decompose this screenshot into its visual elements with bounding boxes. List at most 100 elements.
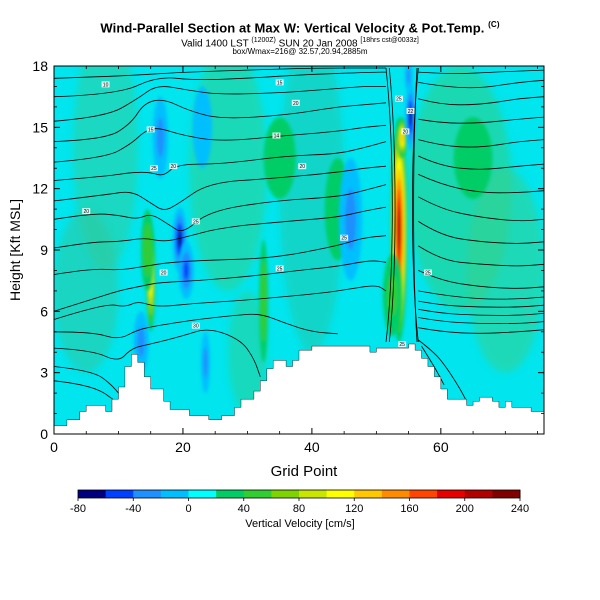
colorbar-swatch <box>299 490 328 498</box>
isentrope-line <box>418 339 467 402</box>
forecast-info: [18hrs cst@0033z] <box>360 37 419 44</box>
velocity-feature-downdraft <box>404 66 413 93</box>
x-axis-label: Grid Point <box>271 463 339 480</box>
colorbar-swatch <box>105 490 134 498</box>
isentrope-label-text: 20 <box>299 164 305 170</box>
isentrope-label-text: 25 <box>151 166 157 172</box>
velocity-contour <box>463 137 483 179</box>
isentrope-label-text: 30 <box>193 324 199 330</box>
isentrope-label: 20 <box>82 208 91 215</box>
colorbar-swatch <box>243 490 272 498</box>
isentrope-label-box <box>401 128 410 135</box>
y-tick-label: 9 <box>40 242 48 258</box>
colorbar-swatch <box>381 490 410 498</box>
isentrope-label-box <box>149 165 158 172</box>
velocity-feature-updraft <box>453 117 493 199</box>
isentrope-line <box>418 221 544 244</box>
isentrope-label-text: 25 <box>277 266 283 272</box>
isentrope-label-box <box>146 126 155 133</box>
isentrope-label-text: 10 <box>103 82 109 88</box>
isentrope-line <box>54 184 387 232</box>
velocity-contour <box>183 260 189 280</box>
chart-title-text: Wind-Parallel Section at Max W: Vertical… <box>100 20 485 36</box>
colorbar-tick-label: 80 <box>293 503 305 515</box>
velocity-feature-downdraft <box>201 331 211 394</box>
isentrope-label: 25 <box>340 234 349 242</box>
velocity-contour <box>145 236 150 264</box>
velocity-contour <box>156 117 165 158</box>
isentrope-label-text: 25 <box>193 219 199 225</box>
isentrope-line <box>54 260 387 312</box>
isentrope-label-box <box>340 234 349 241</box>
isentrope-label-box <box>394 95 403 102</box>
isentrope-line <box>418 116 544 124</box>
isentrope-label: 22 <box>406 107 415 115</box>
isentrope-line <box>54 165 387 210</box>
isentrope-label: 20 <box>298 163 307 170</box>
velocity-contour <box>344 188 357 250</box>
isentrope-label: 25 <box>191 218 200 225</box>
isentrope-label-box <box>291 99 300 106</box>
isentrope-line <box>54 71 386 98</box>
colorbar-swatch <box>188 490 217 498</box>
velocity-feature-updraft <box>382 254 403 336</box>
chart-subtitle-wmax: box/Wmax=216@ 32.57,20.94,2885m <box>232 47 368 56</box>
isentrope-line <box>418 96 544 106</box>
velocity-contour <box>203 347 208 378</box>
isentrope-label-text: 20 <box>403 129 409 135</box>
isentrope-line <box>54 99 387 142</box>
isentrope-line <box>418 308 544 316</box>
isentrope-line <box>418 245 544 267</box>
field-band <box>228 290 267 414</box>
chart-subtitle-valid: Valid 1400 LST (1200Z) SUN 20 Jan 2008 [… <box>0 37 600 49</box>
isentrope-line <box>418 196 544 222</box>
isentrope-label: 20 <box>401 128 410 135</box>
isentrope-label: 30 <box>191 322 200 330</box>
isentrope-label: 15 <box>275 79 284 86</box>
isentrope-label: 25 <box>149 165 158 172</box>
isentrope-line <box>418 174 544 194</box>
colorbar-tick-label: -40 <box>125 503 141 515</box>
x-tick-label: 0 <box>50 439 58 455</box>
colorbar-swatch <box>78 490 107 498</box>
isentrope-line <box>54 329 261 377</box>
isentrope-line <box>413 67 418 343</box>
isentrope-line <box>54 141 387 181</box>
valid-date: SUN 20 Jan 2008 <box>278 38 358 50</box>
isentrope-line <box>54 235 387 275</box>
isentrope-line <box>418 155 544 170</box>
velocity-features <box>133 66 493 394</box>
colorbar-swatch <box>409 490 438 498</box>
isentrope-line <box>418 139 544 148</box>
isentrope-label-text: 25 <box>425 270 431 276</box>
terrain <box>54 343 544 434</box>
isentrope-line <box>418 270 544 289</box>
isentrope-label-box <box>275 79 284 86</box>
y-tick-label: 18 <box>32 58 48 74</box>
colorbar-tick-label: 120 <box>345 503 363 515</box>
isentrope-line <box>388 67 396 343</box>
x-tick-label: 60 <box>433 439 449 455</box>
velocity-contour <box>406 68 411 85</box>
velocity-feature-downdraft <box>152 96 169 179</box>
isentrope-label-text: 20 <box>170 164 176 170</box>
colorbar-tick-label: 200 <box>456 503 474 515</box>
isentrope-line <box>54 285 387 320</box>
isentrope-line <box>54 67 386 79</box>
isentrope-labels: 10 15 20 15 25 20 14 20 20 25 20 25 25 30 25 22 20 25 25 <box>82 79 432 348</box>
velocity-contour <box>177 231 182 248</box>
colorbar-swatch <box>271 490 300 498</box>
isentrope-label-text: 15 <box>148 127 154 133</box>
isentrope-label-text: 15 <box>277 80 283 86</box>
isentrope-label-box <box>423 269 432 276</box>
isentrope-label-text: 25 <box>399 342 405 348</box>
chart-title: Wind-Parallel Section at Max W: Vertical… <box>0 20 600 35</box>
isentrope-label-box <box>191 218 200 225</box>
isentrope-label: 25 <box>423 269 432 276</box>
colorbar-tick-label: -80 <box>70 503 86 515</box>
isentrope-label: 10 <box>101 81 110 88</box>
isentrope-label-text: 25 <box>341 236 347 242</box>
y-tick-label: 6 <box>40 303 48 319</box>
isentrope-label-box <box>82 208 91 215</box>
